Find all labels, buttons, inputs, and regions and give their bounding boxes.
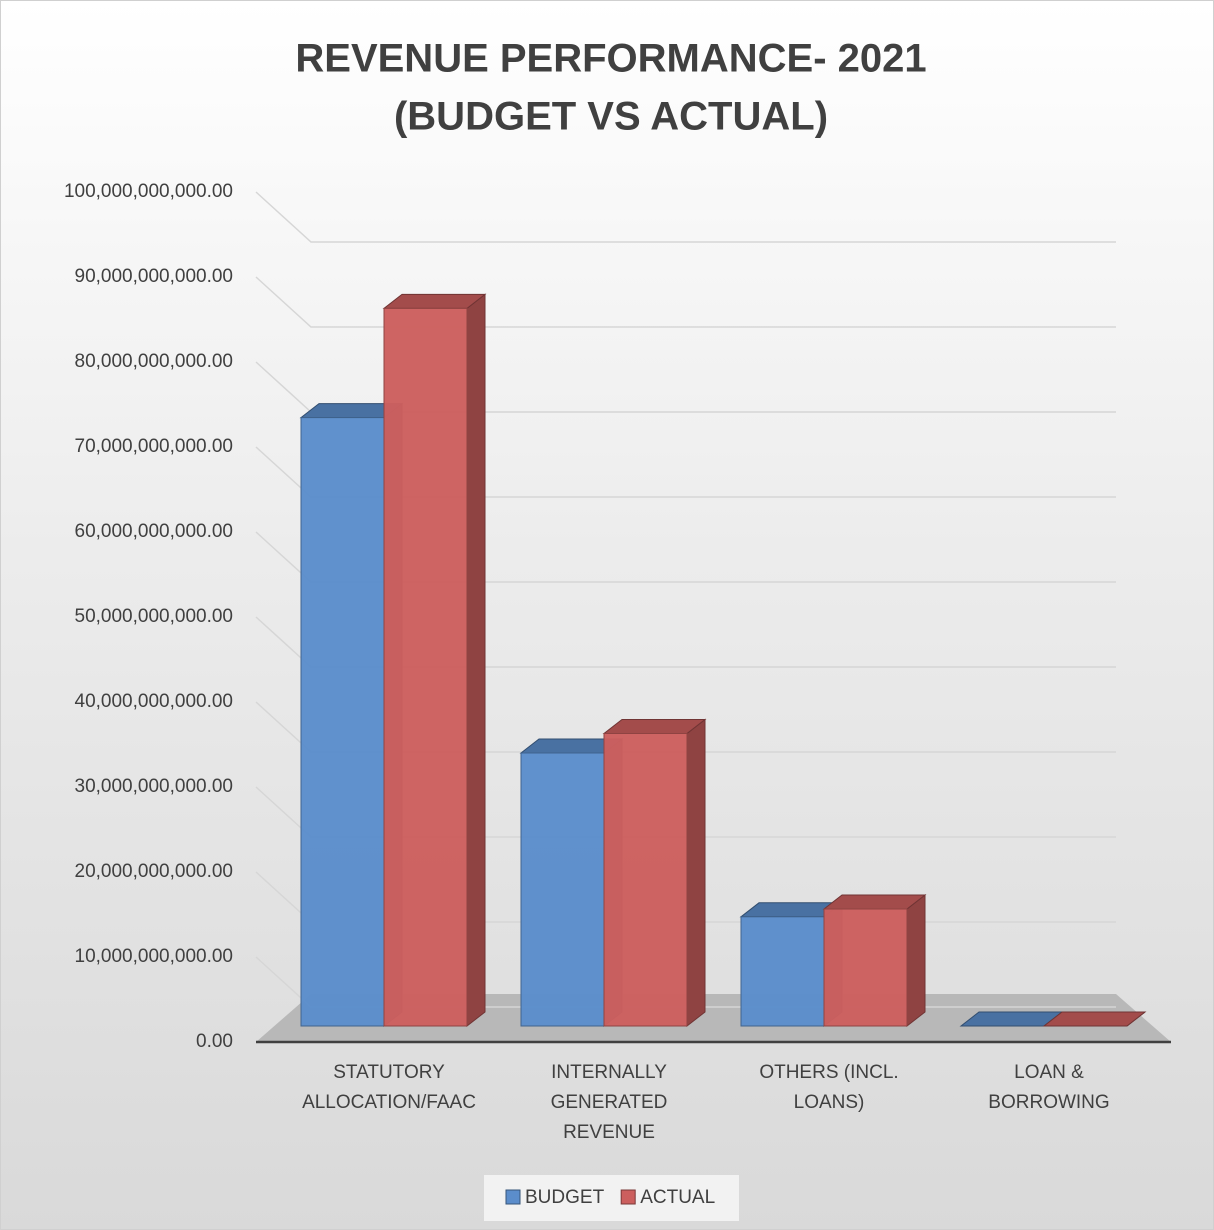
bar-face [1042, 1011, 1147, 1027]
y-tick-label: 80,000,000,000.00 [75, 351, 234, 372]
y-tick-label: 40,000,000,000.00 [75, 691, 234, 712]
bar-face [823, 908, 908, 1027]
bar-face [686, 718, 706, 1028]
bar-face [383, 307, 468, 1027]
bar [382, 293, 487, 1028]
bar-face [520, 752, 605, 1027]
y-tick-label: 60,000,000,000.00 [75, 521, 234, 542]
legend-label: BUDGET [525, 1187, 605, 1208]
x-tick-label: OTHERS (INCL. LOANS) [759, 1062, 899, 1113]
y-tick-label: 30,000,000,000.00 [75, 776, 234, 797]
chart-subtitle: (BUDGET VS ACTUAL) [394, 95, 828, 139]
grid-line [255, 276, 1116, 328]
bar-face [603, 733, 688, 1027]
bar-face [740, 916, 825, 1027]
legend-box [484, 1175, 739, 1221]
bar [1042, 1011, 1147, 1027]
x-tick-label: LOAN & BORROWING [988, 1062, 1110, 1113]
bar [602, 718, 707, 1028]
bar-face [822, 894, 927, 910]
y-tick-label: 20,000,000,000.00 [75, 861, 234, 882]
bar-face [382, 293, 487, 309]
y-tick-label: 10,000,000,000.00 [75, 946, 234, 967]
y-tick-label: 90,000,000,000.00 [75, 266, 234, 287]
bar-face [602, 719, 707, 734]
x-tick-label: INTERNALLY GENERATED REVENUE [550, 1062, 668, 1143]
y-tick-label: 70,000,000,000.00 [75, 436, 234, 457]
chart-title: REVENUE PERFORMANCE- 2021 [295, 37, 926, 81]
y-tick-label: 100,000,000,000.00 [64, 181, 233, 202]
grid-line [255, 191, 1116, 243]
bar-face [300, 417, 385, 1027]
legend-swatch [620, 1189, 636, 1205]
bar [822, 893, 927, 1028]
legend-label: ACTUAL [640, 1187, 715, 1208]
x-tick-label: STATUTORY ALLOCATION/FAAC [302, 1062, 476, 1113]
bar-face [906, 893, 926, 1028]
bar-face [466, 293, 486, 1028]
legend-swatch [505, 1189, 521, 1205]
y-tick-label: 0.00 [196, 1031, 233, 1052]
y-tick-label: 50,000,000,000.00 [75, 606, 234, 627]
